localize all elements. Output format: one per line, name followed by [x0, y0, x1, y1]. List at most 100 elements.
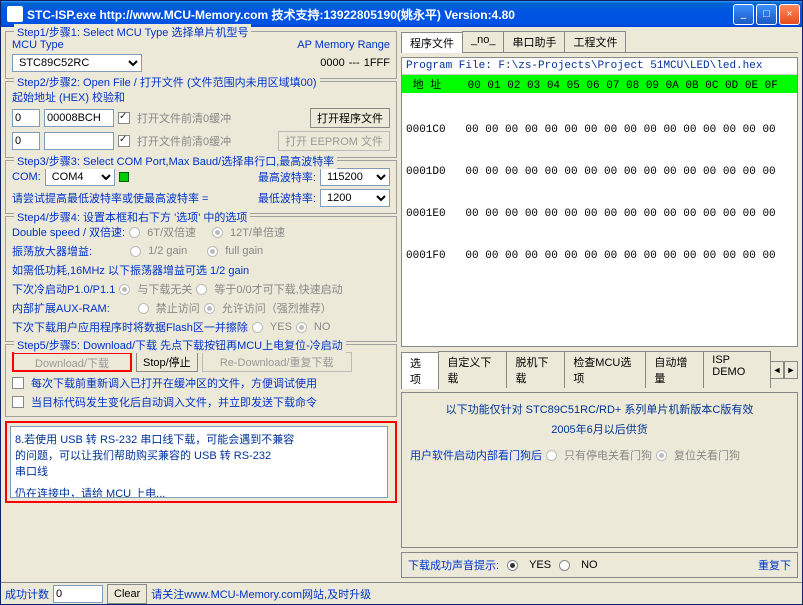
titlebar-text: STC-ISP.exe http://www.MCU-Memory.com 技术…	[27, 6, 733, 23]
opt-line1: 以下功能仅针对 STC89C51RC/RD+ 系列单片机新版本C版有效	[410, 401, 789, 417]
aux-en-radio	[204, 303, 215, 314]
minbaud-label: 最低波特率:	[258, 190, 316, 206]
minimize-button[interactable]: _	[733, 4, 754, 25]
step2-title: Step2/步骤2: Open File / 打开文件 (文件范围内未用区域填0…	[14, 74, 320, 90]
step1-group: Step1/步骤1: Select MCU Type 选择单片机型号 MCU T…	[5, 31, 397, 79]
step1-title: Step1/步骤1: Select MCU Type 选择单片机型号	[14, 24, 251, 40]
chk1-label: 打开文件前清0缓冲	[137, 110, 231, 126]
hex-row: 0001E0 00 00 00 00 00 00 00 00 00 00 00 …	[406, 207, 793, 221]
sum1-field	[44, 109, 114, 127]
close-button[interactable]: ×	[779, 4, 800, 25]
flash-no-radio	[296, 322, 307, 333]
com-select[interactable]: COM4	[45, 168, 115, 186]
open-eeprom-button: 打开 EEPROM 文件	[278, 131, 390, 151]
wd-r2	[656, 450, 667, 461]
tab-progfile[interactable]: 程序文件	[401, 32, 463, 53]
coldboot-label: 下次冷启动P1.0/P1.1	[12, 281, 115, 297]
step3-title: Step3/步骤3: Select COM Port,Max Baud/选择串行…	[14, 153, 337, 169]
chk-reload[interactable]	[12, 377, 24, 389]
count-label: 成功计数	[5, 586, 49, 602]
com-status-icon	[119, 172, 129, 182]
addr2-input[interactable]	[12, 132, 40, 150]
download-button[interactable]: Download/下载	[12, 352, 132, 372]
gain-full-radio	[207, 246, 218, 257]
option-tabs-wrap: 选项 自定义下载 脱机下载 检查MCU选项 自动增量 ISP DEMO ◄ ►	[401, 351, 798, 388]
redownload-button: Re-Download/重复下载	[202, 352, 352, 372]
tab-scroll-right[interactable]: ►	[784, 361, 798, 379]
wd-r1	[546, 450, 557, 461]
ds-6t-radio	[129, 227, 140, 238]
hex-row: 0001D0 00 00 00 00 00 00 00 00 00 00 00 …	[406, 165, 793, 179]
step2-group: Step2/步骤2: Open File / 打开文件 (文件范围内未用区域填0…	[5, 81, 397, 158]
step3-group: Step3/步骤3: Select COM Port,Max Baud/选择串行…	[5, 160, 397, 214]
sound-label: 下载成功声音提示:	[408, 557, 499, 573]
clear-button[interactable]: Clear	[107, 584, 147, 604]
flash-yes-radio	[252, 322, 263, 333]
hex-row: 0001F0 00 00 00 00 00 00 00 00 00 00 00 …	[406, 249, 793, 263]
chk-reload-label: 每次下载前重新调入已打开在缓冲区的文件，方便调试使用	[31, 375, 317, 391]
tab-check-mcu[interactable]: 检查MCU选项	[564, 351, 646, 388]
gain-label: 振荡放大器增益:	[12, 243, 92, 259]
statusbar: 成功计数 Clear 请关注www.MCU-Memory.com网站,及时升级	[1, 582, 802, 604]
ds-12t-radio	[212, 227, 223, 238]
sound-yes[interactable]	[507, 560, 518, 571]
tab-scroll-left[interactable]: ◄	[770, 361, 784, 379]
hex-addr-header: 地 址 00 01 02 03 04 05 06 07 08 09 0A 0B …	[402, 75, 797, 93]
tab-ispdemo[interactable]: ISP DEMO	[703, 351, 771, 388]
aux-label: 内部扩展AUX-RAM:	[12, 300, 110, 316]
cb-a-radio	[119, 284, 130, 295]
tab-autoinc[interactable]: 自动增量	[645, 351, 704, 388]
ap-to: 1FFF	[364, 57, 390, 69]
chk-clear1[interactable]	[118, 112, 130, 124]
maxbaud-label: 最高波特率:	[258, 169, 316, 185]
step5-title: Step5/步骤5: Download/下载 先点下载按钮再MCU上电复位-冷启…	[14, 337, 346, 353]
com-label: COM:	[12, 171, 41, 183]
osc-note: 如需低功耗,16MHz 以下振荡器增益可选 1/2 gain	[12, 262, 390, 278]
tab-custom-dl[interactable]: 自定义下载	[438, 351, 507, 388]
file-path: F:\zs-Projects\Project 51MCU\LED\led.hex	[498, 60, 762, 72]
tab-project[interactable]: 工程文件	[564, 31, 626, 52]
file-label: Program File:	[406, 60, 498, 72]
hex-body: 0001C0 00 00 00 00 00 00 00 00 00 00 00 …	[402, 93, 797, 293]
log-frame: 8.若使用 USB 转 RS-232 串口线下载，可能会遇到不兼容 的问题，可以…	[5, 421, 397, 503]
maximize-button[interactable]: □	[756, 4, 777, 25]
aux-dis-radio	[138, 303, 149, 314]
open-prog-button[interactable]: 打开程序文件	[310, 108, 390, 128]
hex-row: 0001C0 00 00 00 00 00 00 00 00 00 00 00 …	[406, 123, 793, 137]
chk-auto[interactable]	[12, 396, 24, 408]
app-icon	[7, 6, 23, 22]
watchdog-label: 用户软件启动内部看门狗后	[410, 447, 542, 463]
minbaud-select[interactable]: 1200	[320, 189, 390, 207]
ds-label: Double speed / 双倍速:	[12, 224, 125, 240]
chk-auto-label: 当目标代码发生变化后自动调入文件，并立即发送下载命令	[31, 394, 317, 410]
maxbaud-select[interactable]: 115200	[320, 168, 390, 186]
tab-offline-dl[interactable]: 脱机下载	[506, 351, 565, 388]
right-tabs: 程序文件 _no_ 串口助手 工程文件	[401, 31, 798, 53]
tab-options[interactable]: 选项	[401, 352, 439, 389]
baud-note: 请尝试提高最低波特率或使最高波特率 =	[12, 190, 208, 206]
tab-no[interactable]: _no_	[462, 31, 504, 52]
mcu-type-label: MCU Type	[12, 39, 64, 51]
chk2-label: 打开文件前清0缓冲	[137, 133, 231, 149]
ap-sep: ---	[349, 57, 360, 69]
ap-from: 0000	[320, 57, 344, 69]
sum2-field	[44, 132, 114, 150]
tab-serial[interactable]: 串口助手	[503, 31, 565, 52]
status-note: 请关注www.MCU-Memory.com网站,及时升级	[151, 586, 371, 602]
flash-note: 下次下载用户应用程序时将数据Flash区一并擦除	[12, 319, 248, 335]
repeat-label: 重复下	[758, 557, 791, 573]
sound-row: 下载成功声音提示: YES NO 重复下	[401, 552, 798, 578]
mcu-select[interactable]: STC89C52RC	[12, 54, 142, 72]
stop-button[interactable]: Stop/停止	[136, 352, 198, 372]
step4-title: Step4/步骤4: 设置本框和右下方 '选项' 中的选项	[14, 209, 250, 225]
ap-range-label: AP Memory Range	[297, 39, 390, 51]
gain-half-radio	[130, 246, 141, 257]
chk-clear2[interactable]	[118, 135, 130, 147]
step5-group: Step5/步骤5: Download/下载 先点下载按钮再MCU上电复位-冷启…	[5, 344, 397, 417]
log-textarea[interactable]: 8.若使用 USB 转 RS-232 串口线下载，可能会遇到不兼容 的问题，可以…	[10, 426, 388, 498]
hex-panel: Program File: F:\zs-Projects\Project 51M…	[401, 57, 798, 347]
addr1-input[interactable]	[12, 109, 40, 127]
sound-no[interactable]	[559, 560, 570, 571]
count-field	[53, 585, 103, 603]
options-panel: 以下功能仅针对 STC89C51RC/RD+ 系列单片机新版本C版有效 2005…	[401, 392, 798, 548]
